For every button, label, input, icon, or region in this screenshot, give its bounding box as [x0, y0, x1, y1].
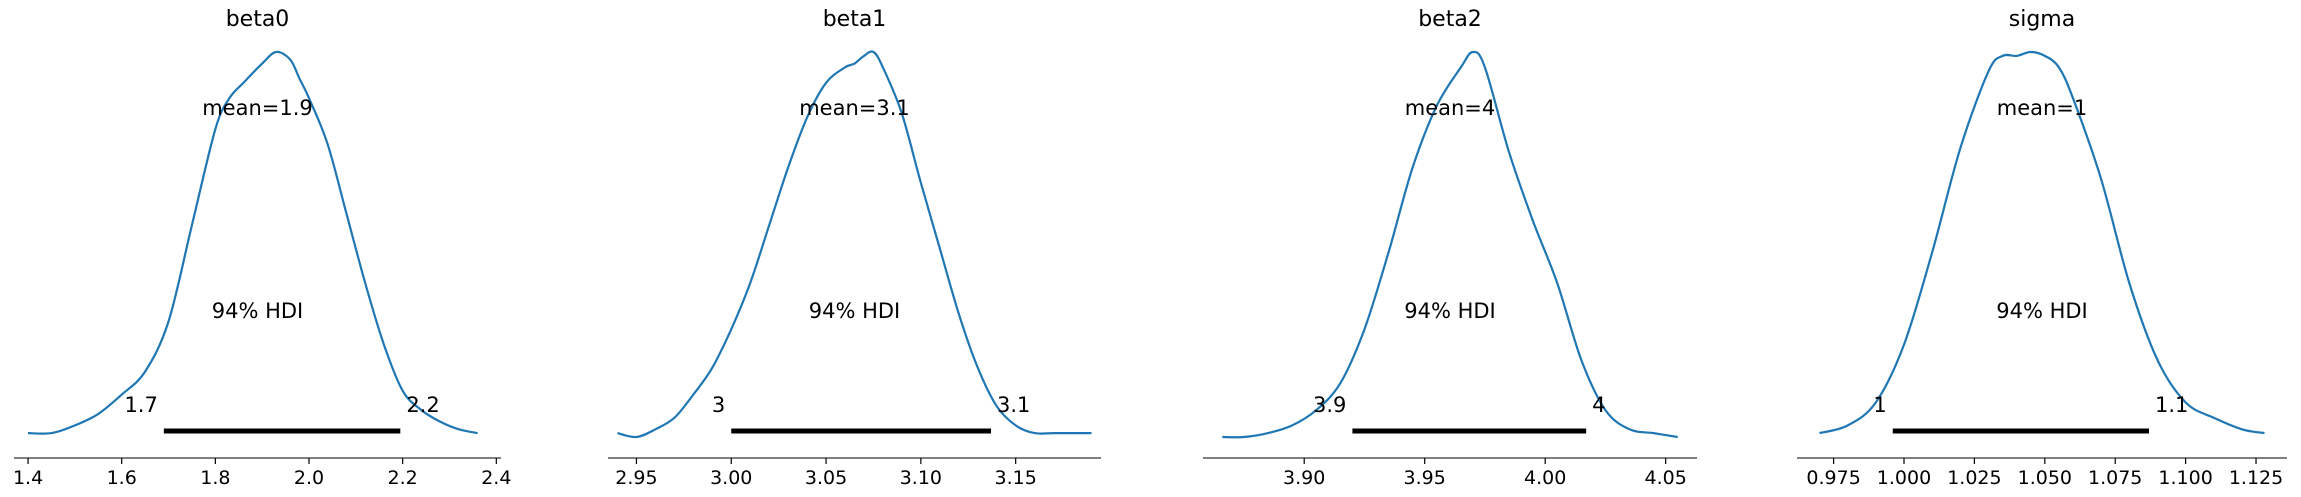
x-tick-label-beta0-4: 2.2	[388, 467, 418, 489]
panel-title-sigma: sigma	[2009, 7, 2075, 32]
x-tick-label-beta2-2: 4.00	[1524, 467, 1566, 489]
x-tick-label-sigma-1: 1.000	[1877, 467, 1931, 489]
hdi-high-label-sigma: 1.1	[2155, 393, 2188, 417]
density-curve-sigma	[1819, 50, 2265, 435]
x-tick-label-sigma-3: 1.050	[2018, 467, 2072, 489]
hdi-label-beta1: 94% HDI	[809, 299, 901, 323]
x-tick-label-beta1-4: 3.15	[995, 467, 1037, 489]
hdi-low-label-beta0: 1.7	[124, 393, 157, 417]
hdi-low-label-beta1: 3	[712, 393, 725, 417]
panel-title-beta0: beta0	[226, 7, 290, 32]
x-tick-label-sigma-2: 1.025	[1947, 467, 2001, 489]
density-curve-beta0	[27, 50, 478, 435]
panel-title-beta2: beta2	[1418, 7, 1482, 32]
x-tick-label-beta1-2: 3.05	[805, 467, 847, 489]
x-tick-label-beta2-3: 4.05	[1645, 467, 1687, 489]
hdi-high-label-beta1: 3.1	[997, 393, 1030, 417]
x-tick-label-beta1-3: 3.10	[900, 467, 942, 489]
hdi-label-beta2: 94% HDI	[1404, 299, 1496, 323]
x-tick-label-beta0-2: 1.8	[200, 467, 230, 489]
density-curve-beta1	[617, 50, 1092, 439]
mean-label-beta0: mean=1.9	[202, 96, 313, 120]
x-tick-label-sigma-0: 0.975	[1806, 467, 1860, 489]
x-tick-label-sigma-6: 1.125	[2229, 467, 2283, 489]
density-curve-beta2	[1222, 50, 1678, 439]
x-tick-label-beta2-1: 3.95	[1404, 467, 1446, 489]
panel-title-beta1: beta1	[823, 7, 887, 32]
hdi-label-beta0: 94% HDI	[212, 299, 304, 323]
x-tick-label-beta0-3: 2.0	[294, 467, 324, 489]
hdi-high-label-beta2: 4	[1592, 393, 1605, 417]
mean-label-beta2: mean=4	[1405, 96, 1496, 120]
hdi-low-label-beta2: 3.9	[1313, 393, 1346, 417]
x-tick-label-beta1-1: 3.00	[710, 467, 752, 489]
x-tick-label-sigma-5: 1.100	[2158, 467, 2212, 489]
x-tick-label-sigma-4: 1.075	[2088, 467, 2142, 489]
x-tick-label-beta1-0: 2.95	[615, 467, 657, 489]
x-tick-label-beta0-1: 1.6	[107, 467, 137, 489]
mean-label-sigma: mean=1	[1997, 96, 2088, 120]
hdi-label-sigma: 94% HDI	[1996, 299, 2088, 323]
mean-label-beta1: mean=3.1	[799, 96, 910, 120]
hdi-low-label-sigma: 1	[1873, 393, 1886, 417]
hdi-high-label-beta0: 2.2	[406, 393, 439, 417]
x-tick-label-beta2-0: 3.90	[1283, 467, 1325, 489]
x-tick-label-beta0-0: 1.4	[13, 467, 43, 489]
x-tick-label-beta0-5: 2.4	[481, 467, 511, 489]
